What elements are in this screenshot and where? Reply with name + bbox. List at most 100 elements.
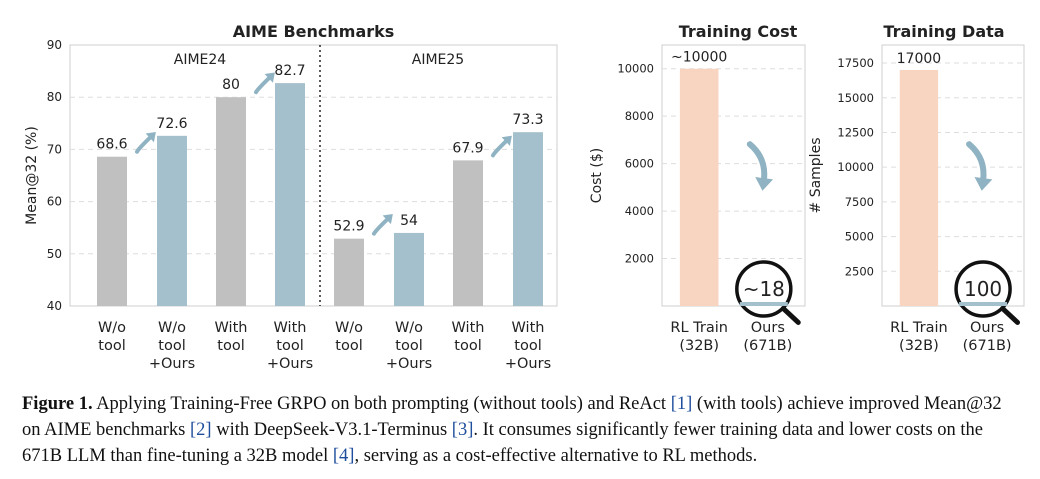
cost-magnified-value-label: ~18 <box>743 277 785 301</box>
improvement-arrow-head <box>382 214 393 225</box>
cost-reduction-arrow-head <box>755 177 774 191</box>
caption-citation[interactable]: [3] <box>451 420 474 440</box>
data-ytick-label: 15000 <box>837 91 874 105</box>
bar-baseline <box>216 97 246 306</box>
improvement-arrow-shaft <box>135 134 153 154</box>
caption-label: Figure 1. <box>22 394 93 414</box>
data-bar-rl-train <box>899 69 939 306</box>
cost-bar-value-label: ~10000 <box>671 50 727 66</box>
improvement-arrow-shaft <box>372 216 390 236</box>
data-ytick-label: 17500 <box>837 56 874 70</box>
cost-ytick-label: 10000 <box>617 62 654 76</box>
cost-ytick-label: 8000 <box>625 109 654 123</box>
cost-xtick-label: (32B) <box>679 338 719 354</box>
cost-bar-rl-train <box>679 68 719 307</box>
bar-baseline <box>97 156 127 306</box>
cost-magnifier-handle <box>780 305 801 325</box>
bar-baseline <box>453 160 483 306</box>
aime-ytick-label: 50 <box>47 247 62 261</box>
caption-citation[interactable]: [2] <box>190 420 212 440</box>
caption-citation[interactable]: [4] <box>332 446 355 466</box>
bar-value-label: 68.6 <box>96 137 127 153</box>
data-xtick-label: RL Train <box>890 320 948 336</box>
aime-xtick-label: W/o <box>335 320 363 336</box>
bar-ours <box>513 132 543 306</box>
bar-value-label: 54 <box>400 213 418 229</box>
aime-xtick-label: With <box>512 320 545 336</box>
aime-xtick-label: With <box>452 320 485 336</box>
aime-xtick-label: W/o <box>98 320 126 336</box>
data-magnifier-handle <box>1000 305 1021 325</box>
cost-xtick-label: (671B) <box>743 338 792 354</box>
improvement-arrow-head <box>264 72 275 83</box>
bar-ours <box>157 135 187 306</box>
bar-value-label: 73.3 <box>512 112 543 128</box>
aime-ytick-label: 70 <box>47 142 62 156</box>
data-magnified-value-label: 100 <box>964 277 1002 301</box>
caption-body: Applying Training-Free GRPO on both prom… <box>22 394 1002 466</box>
bar-value-label: 67.9 <box>452 140 483 156</box>
caption-text: , serving as a cost-effective alternativ… <box>354 446 758 466</box>
figure-caption: Figure 1. Applying Training-Free GRPO on… <box>22 391 1022 469</box>
aime-xtick-label: +Ours <box>386 356 432 372</box>
aime-xtick-label: W/o <box>395 320 423 336</box>
data-reduction-arrow-head <box>974 177 993 191</box>
aime-ylabel: Mean@32 (%) <box>24 126 40 225</box>
caption-text: (with tools) achieve improved Mean@32 on… <box>22 394 1002 440</box>
caption-text: . It consumes significantly fewer traini… <box>22 420 983 466</box>
caption-citation[interactable]: [1] <box>670 394 693 414</box>
aime-xtick-label: +Ours <box>149 356 195 372</box>
bar-value-label: 82.7 <box>274 63 305 79</box>
cost-reduction-arrow-shaft <box>746 141 768 184</box>
data-ytick-label: 7500 <box>845 195 874 209</box>
aime-plot-frame <box>69 44 558 307</box>
data-ytick-label: 12500 <box>837 125 874 139</box>
aime-xtick-label: tool <box>514 338 541 354</box>
caption-text: with DeepSeek-V3.1-Terminus <box>211 420 452 440</box>
figure-charts: 40 50 60 70 80 90 AIME Benchmarks Mean@32 (%) AI… <box>24 22 1025 372</box>
bar-value-label: 72.6 <box>156 116 187 132</box>
improvement-arrow-shaft <box>254 75 272 95</box>
aime-ytick-label: 80 <box>47 90 62 104</box>
data-bar-value-label: 17000 <box>897 51 942 67</box>
data-xtick-label: (32B) <box>899 338 939 354</box>
bar-value-label: 52.9 <box>333 219 364 235</box>
aime-ytick-label: 90 <box>47 38 62 52</box>
aime-xtick-label: tool <box>276 338 303 354</box>
aime-xtick-label: tool <box>98 338 125 354</box>
cost-ytick-label: 4000 <box>625 204 654 218</box>
data-chart-title: Training Data <box>883 22 1004 41</box>
improvement-arrow-head <box>145 132 156 143</box>
bar-value-label: 80 <box>222 77 240 93</box>
aime-xtick-label: With <box>274 320 307 336</box>
aime-panel-name: AIME24 <box>174 52 227 68</box>
aime-ytick-label: 60 <box>47 195 62 209</box>
data-xtick-label: (671B) <box>963 338 1012 354</box>
aime-xtick-label: +Ours <box>505 356 551 372</box>
aime-ytick-label: 40 <box>47 299 62 313</box>
caption-text: Applying Training-Free GRPO on both prom… <box>96 394 671 414</box>
aime-panel-name: AIME25 <box>412 52 464 68</box>
cost-ytick-label: 6000 <box>625 157 654 171</box>
cost-ytick-label: 2000 <box>625 252 654 266</box>
bar-ours <box>394 232 424 306</box>
cost-ylabel: Cost ($) <box>589 148 605 203</box>
aime-chart-title: AIME Benchmarks <box>233 22 395 41</box>
data-xtick-label: Ours <box>970 320 1004 336</box>
aime-xtick-label: tool <box>217 338 244 354</box>
bar-ours <box>275 83 305 306</box>
data-reduction-arrow-shaft <box>966 141 987 184</box>
improvement-arrow-head <box>501 135 512 146</box>
aime-xtick-label: tool <box>335 338 362 354</box>
cost-xtick-label: RL Train <box>670 320 728 336</box>
data-ylabel: # Samples <box>808 138 824 214</box>
data-ytick-label: 10000 <box>837 160 874 174</box>
aime-xtick-label: With <box>215 320 248 336</box>
aime-xtick-label: +Ours <box>267 356 313 372</box>
aime-xtick-label: tool <box>395 338 422 354</box>
cost-xtick-label: Ours <box>751 320 785 336</box>
aime-xtick-label: W/o <box>158 320 186 336</box>
bar-baseline <box>334 238 364 306</box>
data-ytick-label: 2500 <box>845 264 874 278</box>
cost-chart-title: Training Cost <box>679 22 798 41</box>
